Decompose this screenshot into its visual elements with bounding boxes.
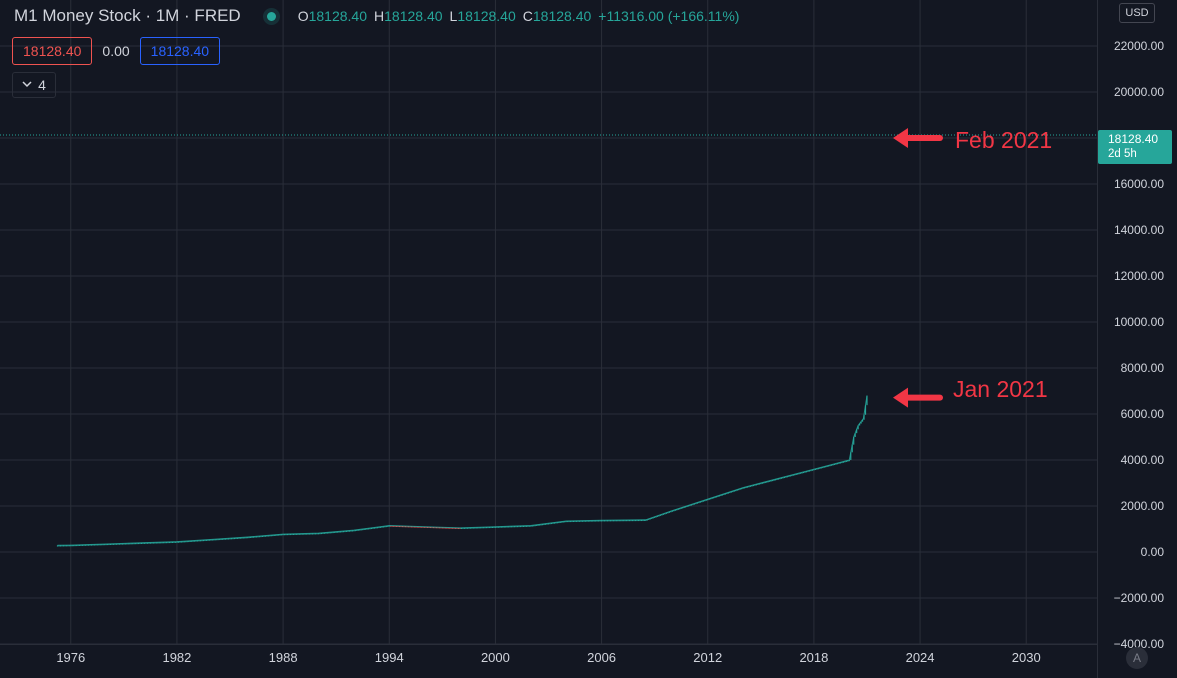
x-tick-label: 1982 <box>162 650 191 665</box>
open-value: 18128.40 <box>308 8 368 24</box>
x-tick-label: 2012 <box>693 650 722 665</box>
annotation-arrow-head <box>893 128 908 149</box>
auto-scale-button[interactable]: A <box>1126 647 1148 669</box>
x-tick-label: 2006 <box>587 650 616 665</box>
y-tick-label: 14000.00 <box>1114 223 1164 237</box>
chevron-down-icon <box>22 79 32 91</box>
annotation-arrow-head <box>893 387 908 408</box>
y-tick-label: 4000.00 <box>1121 453 1165 467</box>
currency-button[interactable]: USD <box>1119 3 1155 23</box>
annotation-feb-2021: Feb 2021 <box>955 127 1053 153</box>
input-value-blue[interactable]: 18128.40 <box>139 36 221 65</box>
ohlc-high: H18128.40 <box>374 8 443 24</box>
chart-grid <box>0 0 1097 645</box>
input-value-plain: 0.00 <box>102 42 130 59</box>
ohlc-close: C18128.40 <box>523 8 592 24</box>
annotation-arrows <box>893 128 943 408</box>
ohlc-open: O18128.40 <box>298 8 367 24</box>
y-tick-label: 6000.00 <box>1121 407 1165 421</box>
x-tick-label: 2000 <box>481 650 510 665</box>
x-tick-label: 2024 <box>906 650 935 665</box>
x-tick-label: 1988 <box>269 650 298 665</box>
y-tick-label: 8000.00 <box>1121 361 1165 375</box>
y-tick-label: −2000.00 <box>1114 591 1165 605</box>
y-tick-label: 12000.00 <box>1114 269 1164 283</box>
series-line <box>57 395 868 546</box>
close-value: 18128.40 <box>532 8 592 24</box>
legend-row: M1 Money Stock · 1M · FRED O18128.40 H18… <box>14 5 747 27</box>
input-value-red[interactable]: 18128.40 <box>12 36 93 65</box>
ohlc-low: L18128.40 <box>450 8 516 24</box>
y-tick-label: 22000.00 <box>1114 39 1164 53</box>
y-tick-label: 20000.00 <box>1114 85 1164 99</box>
y-tick-label: 10000.00 <box>1114 315 1164 329</box>
x-tick-label: 2030 <box>1012 650 1041 665</box>
x-tick-label: 1994 <box>375 650 404 665</box>
x-tick-label: 1976 <box>56 650 85 665</box>
y-tick-label: 16000.00 <box>1114 177 1164 191</box>
price-series <box>0 134 1097 547</box>
symbol-title[interactable]: M1 Money Stock · 1M · FRED <box>14 6 241 25</box>
close-label: C <box>522 8 533 24</box>
high-value: 18128.40 <box>384 8 443 24</box>
y-tick-label: 0.00 <box>1141 545 1165 559</box>
indicators-collapse-button[interactable]: 4 <box>12 72 56 98</box>
bar-countdown: 2d 5h <box>1108 148 1137 160</box>
low-value: 18128.40 <box>457 8 516 24</box>
last-price-value: 18128.40 <box>1108 132 1159 146</box>
market-status-icon <box>266 11 276 21</box>
change-value: +11316.00 (+166.11%) <box>598 8 740 24</box>
x-tick-label: 2018 <box>799 650 828 665</box>
open-label: O <box>297 8 309 24</box>
low-label: L <box>449 8 458 24</box>
y-tick-label: 2000.00 <box>1121 499 1165 513</box>
annotation-jan-2021: Jan 2021 <box>953 376 1048 402</box>
high-label: H <box>374 8 385 24</box>
indicator-inputs: 18128.40 0.00 18128.40 <box>12 36 221 65</box>
last-price-label: 18128.40 2d 5h <box>1098 130 1172 164</box>
y-tick-label: −4000.00 <box>1114 637 1165 651</box>
indicators-count: 4 <box>38 77 46 93</box>
